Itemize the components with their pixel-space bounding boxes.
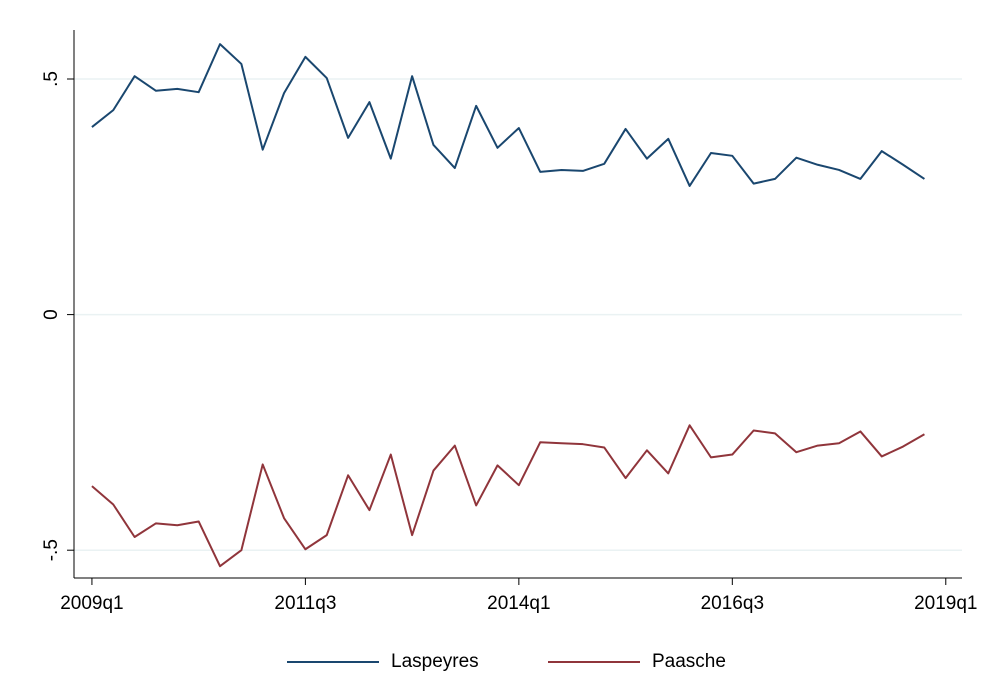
x-tick-label: 2014q1 [487, 593, 550, 614]
series-line [91, 424, 925, 568]
series-line [91, 43, 925, 187]
x-tick-label: 2011q3 [274, 593, 336, 614]
x-tick-label: 2009q1 [60, 593, 123, 614]
legend-label: Paasche [652, 651, 726, 672]
legend-label: Laspeyres [391, 651, 479, 672]
y-tick-label: 0 [41, 309, 62, 320]
x-tick-label: 2016q3 [701, 593, 764, 614]
x-tick-label: 2019q1 [914, 593, 977, 614]
y-tick-label: -.5 [41, 539, 62, 561]
y-tick-label: .5 [41, 71, 62, 87]
